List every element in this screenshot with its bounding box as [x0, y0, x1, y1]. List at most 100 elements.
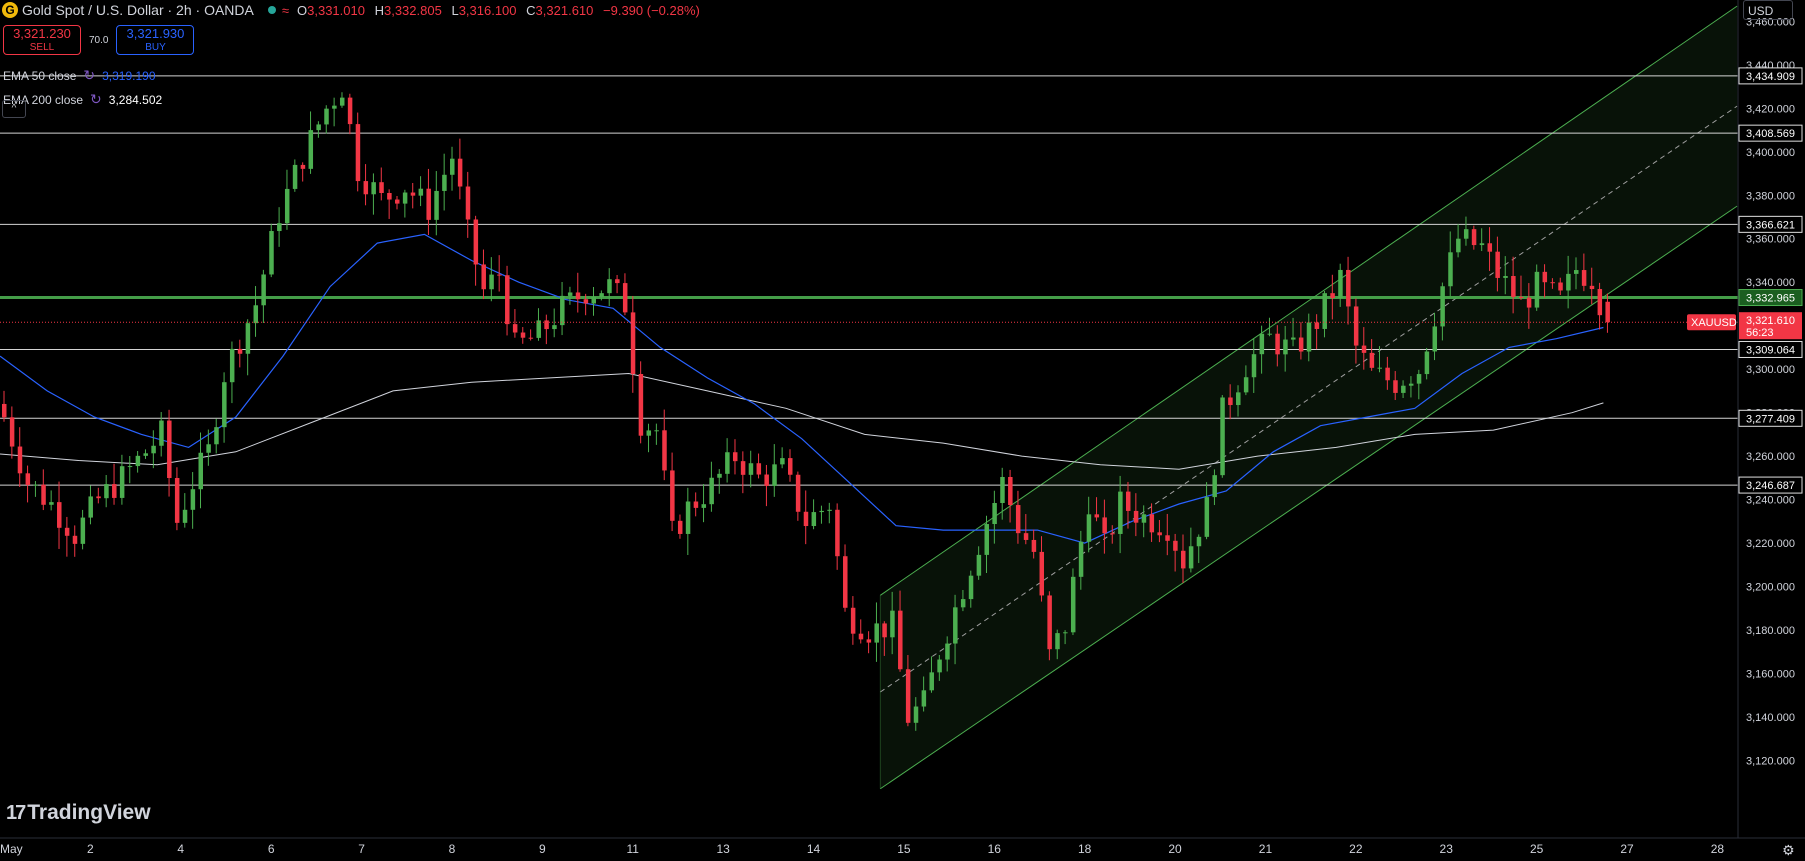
candle-body	[1314, 322, 1320, 329]
settings-gear-icon[interactable]: ⚙	[1782, 842, 1795, 858]
candle-body	[57, 502, 62, 528]
change-value: −9.390 (−0.28%)	[603, 2, 700, 18]
candle-body	[1015, 505, 1021, 534]
currency-selector[interactable]: USD	[1743, 0, 1793, 20]
candle-body	[1173, 540, 1178, 551]
candle-body	[1086, 514, 1092, 542]
candle-body	[410, 192, 416, 196]
candle-body	[112, 484, 117, 498]
candle-body	[1566, 273, 1571, 291]
ema200-label: EMA 200 close	[3, 92, 84, 107]
candle-body	[1228, 397, 1233, 406]
trade-panel: 3,321.230 SELL 70.0 3,321.930 BUY	[3, 25, 195, 55]
candle-body	[630, 312, 636, 375]
level-price-tag	[1738, 215, 1803, 233]
candle-body	[1181, 550, 1186, 569]
candle-body	[387, 193, 392, 200]
candle-body	[253, 305, 259, 324]
candle-body	[426, 188, 431, 220]
time-tick-label: 25	[1530, 842, 1544, 856]
symbol-price-tag-label: XAUUSD	[1691, 317, 1737, 329]
collapse-legend-button[interactable]: ^	[2, 100, 26, 118]
price-tick-label: 3,120.000	[1746, 756, 1795, 768]
candle-body	[497, 274, 502, 276]
candle-body	[1133, 510, 1139, 523]
candle-body	[2, 403, 7, 418]
level-price-tag	[1738, 67, 1803, 85]
candle-body	[560, 295, 565, 326]
price-tick-label: 3,340.000	[1746, 277, 1795, 289]
candle-body	[1031, 539, 1037, 552]
candle-body	[1149, 514, 1155, 533]
candle-body	[1188, 546, 1194, 569]
candle-body	[119, 466, 125, 498]
candle-body	[316, 124, 321, 131]
time-tick-label: 18	[1078, 842, 1092, 856]
candle-body	[1432, 326, 1438, 352]
price-tick-label: 3,420.000	[1746, 103, 1795, 115]
candle-body	[1110, 533, 1115, 535]
candle-body	[654, 430, 659, 432]
ema50-value: 3,319.190	[102, 68, 156, 83]
channel-lower-line	[880, 205, 1738, 790]
price-tick-label: 3,260.000	[1746, 451, 1795, 463]
level-price-tag-label: 3,246.687	[1746, 480, 1795, 492]
candle-body	[1283, 339, 1288, 355]
candle-body	[552, 325, 557, 330]
candle-body	[1511, 276, 1516, 297]
candle-body	[905, 669, 911, 723]
candle-body	[104, 484, 109, 499]
level-price-tag-label: 3,434.909	[1746, 71, 1795, 83]
candle-body	[882, 623, 887, 638]
tradingview-wordmark: TradingView	[27, 801, 151, 824]
sell-button[interactable]: 3,321.230 SELL	[3, 25, 81, 55]
candle-body	[308, 130, 314, 169]
candle-body	[536, 320, 541, 338]
wave-icon: ≈	[281, 2, 289, 18]
ema50-legend[interactable]: EMA 50 close ↻ 3,319.190	[3, 67, 156, 84]
candle-body	[1330, 293, 1335, 299]
candle-body	[717, 473, 722, 478]
buy-price: 3,321.930	[126, 26, 185, 41]
channel-upper-line	[880, 5, 1738, 596]
candle-body	[701, 504, 707, 508]
candle-body	[1424, 351, 1430, 375]
candle-body	[1204, 497, 1210, 537]
candle-body	[1401, 385, 1406, 393]
buy-button[interactable]: 3,321.930 BUY	[116, 25, 195, 55]
level-price-tag	[1738, 289, 1803, 307]
candle-body	[72, 535, 78, 544]
candle-body	[9, 417, 15, 447]
candle-body	[505, 275, 510, 325]
candle-body	[96, 496, 101, 499]
buy-label: BUY	[145, 42, 166, 53]
symbol-title[interactable]: Gold Spot / U.S. Dollar · 2h · OANDA	[22, 2, 254, 18]
candle-body	[1605, 301, 1610, 323]
candle-body	[284, 188, 290, 224]
candle-body	[1251, 354, 1257, 378]
level-price-tag	[1738, 124, 1803, 142]
candle-body	[1581, 270, 1587, 286]
candle-body	[1456, 238, 1461, 253]
candle-body	[811, 512, 817, 527]
candle-body	[41, 484, 46, 505]
candle-body	[843, 556, 848, 608]
time-tick-label: May	[0, 842, 23, 856]
candle-body	[88, 496, 93, 518]
candle-body	[159, 420, 164, 446]
candle-body	[324, 108, 329, 125]
candle-body	[25, 473, 31, 485]
candle-body	[575, 292, 581, 300]
candle-body	[371, 182, 376, 195]
candle-body	[379, 182, 384, 194]
candle-body	[465, 186, 471, 220]
gold-coin-icon: G	[2, 2, 18, 18]
candle-body	[1063, 632, 1068, 634]
channel-fill	[880, 6, 1738, 789]
ema200-line	[0, 372, 1604, 470]
ema200-legend[interactable]: EMA 200 close ↻ 3,284.502	[3, 91, 162, 108]
candle-body	[300, 164, 306, 169]
candle-body	[1448, 252, 1453, 287]
candle-body	[1047, 595, 1052, 650]
